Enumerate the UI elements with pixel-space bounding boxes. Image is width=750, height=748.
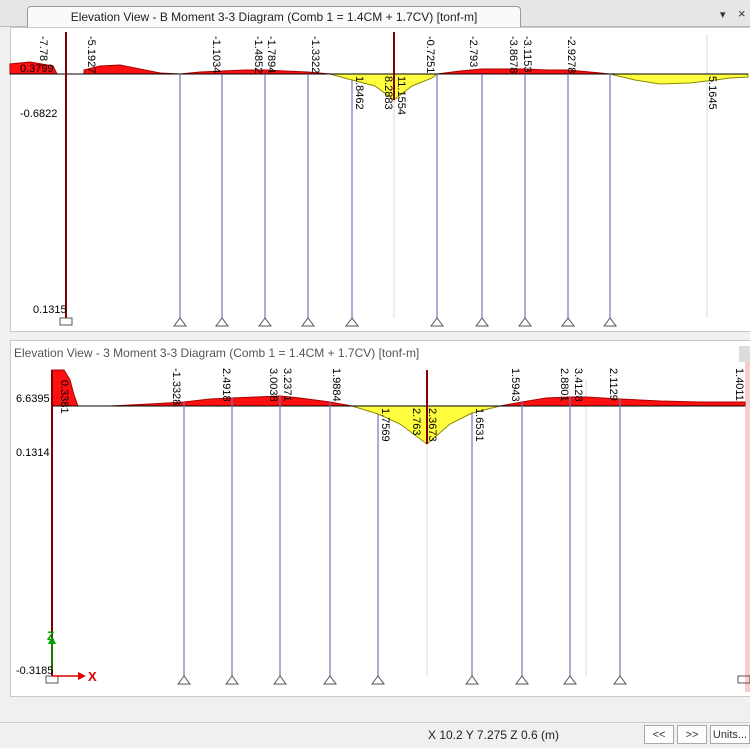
d1-bottom-label: 1.8462 xyxy=(353,76,365,110)
tab-elevation-view-b[interactable]: Elevation View - B Moment 3-3 Diagram (C… xyxy=(27,6,521,27)
cursor-coordinates: X 10.2 Y 7.275 Z 0.6 (m) xyxy=(428,728,559,742)
diagram1-supports xyxy=(59,317,617,327)
d1-fixed-support xyxy=(59,317,73,326)
d2-pin-support-1 xyxy=(177,675,191,685)
d1-side-label: -0.6822 xyxy=(20,108,57,120)
d2-side-label: 0.3381 xyxy=(58,380,70,414)
d1-pos-region-2 xyxy=(609,73,749,85)
d1-top-label: -2.793 xyxy=(467,36,479,67)
d2-bottom-label: 1.6531 xyxy=(473,408,485,442)
d1-bottom-label: 5.1645 xyxy=(706,76,718,110)
next-view-button[interactable]: >> xyxy=(677,725,707,744)
d1-pin-support-6 xyxy=(430,317,444,327)
d2-side-label: 6.6395 xyxy=(16,393,50,405)
status-bar xyxy=(0,722,750,748)
d1-top-label: -1.4852 xyxy=(252,36,264,73)
diagram2-supports xyxy=(45,675,750,685)
diagram2-moment-fill xyxy=(51,369,746,445)
d1-neg-region-2 xyxy=(179,69,331,75)
tab-dropdown-icon[interactable]: ▾ xyxy=(720,9,726,21)
d1-bottom-label: 8.2883 xyxy=(382,76,394,110)
d1-top-label: -7.78 xyxy=(37,36,49,61)
d2-pin-support-6 xyxy=(465,675,479,685)
d2-bottom-label: 2.763 xyxy=(410,408,422,436)
d1-top-label: -0.7251 xyxy=(424,36,436,73)
pane2-title-scroll[interactable] xyxy=(739,346,750,362)
d1-pin-support-2 xyxy=(215,317,229,327)
d1-top-label: -1.7894 xyxy=(265,36,277,73)
tab-close-icon[interactable]: × xyxy=(738,6,746,21)
d2-top-label: -1.3328 xyxy=(170,368,182,405)
d2-top-label: 3.0038 xyxy=(267,368,279,402)
d2-top-label: 3.2371 xyxy=(281,368,293,402)
d2-pin-support-8 xyxy=(563,675,577,685)
d2-top-label: 2.4918 xyxy=(220,368,232,402)
d1-pin-support-9 xyxy=(561,317,575,327)
d1-pin-support-4 xyxy=(301,317,315,327)
d1-top-label: -3.1153 xyxy=(521,36,533,73)
d1-bottom-label: 11.1554 xyxy=(395,76,407,115)
d1-pin-support-7 xyxy=(475,317,489,327)
d2-top-label: 1.4011 xyxy=(733,368,745,401)
d2-side-label: -0.3185 xyxy=(16,665,53,677)
diagram2-labels: 6.6395 0.3381 0.1314 -0.3185 -1.3328 2.4… xyxy=(16,368,745,677)
d2-right-support xyxy=(737,675,750,684)
d1-top-label: -5.1927 xyxy=(85,36,97,73)
d1-pin-support-8 xyxy=(518,317,532,327)
diagram1-moment-fill xyxy=(9,61,749,101)
d2-top-label: 1.9884 xyxy=(330,368,342,402)
d2-fixed-support xyxy=(45,675,59,684)
d1-pin-support-5 xyxy=(345,317,359,327)
axis-x-label: X xyxy=(88,669,97,684)
d1-top-label: -2.9278 xyxy=(565,36,577,73)
d2-pin-support-9 xyxy=(613,675,627,685)
d1-top-label: -3.8678 xyxy=(507,36,519,73)
previous-view-button[interactable]: << xyxy=(644,725,674,744)
diagram2-axes: Z X xyxy=(47,629,97,684)
units-button[interactable]: Units... xyxy=(710,725,750,744)
d2-bottom-label: 2.3673 xyxy=(426,408,438,442)
diagram2-gridlines xyxy=(426,380,587,676)
d2-pin-support-7 xyxy=(515,675,529,685)
diagram1-columns xyxy=(65,32,611,318)
d2-side-label: 0.1314 xyxy=(16,447,50,459)
d2-pin-support-2 xyxy=(225,675,239,685)
d1-pos-region-1 xyxy=(329,73,439,101)
pane2-right-strip xyxy=(745,362,750,692)
d2-top-label: 1.5943 xyxy=(509,368,521,402)
d1-top-label: -1.1034 xyxy=(210,36,222,73)
d2-neg-region-1 xyxy=(78,395,353,407)
d1-side-label: 0.3799 xyxy=(20,63,54,75)
d1-pin-support-10 xyxy=(603,317,617,327)
d2-pin-support-3 xyxy=(273,675,287,685)
d1-side-label: 0.1315 xyxy=(33,304,67,316)
diagram2-columns xyxy=(51,370,621,676)
d2-top-label: 3.4128 xyxy=(572,368,584,402)
d2-pin-support-4 xyxy=(323,675,337,685)
d2-top-label: 2.8801 xyxy=(558,368,570,402)
d2-pin-support-5 xyxy=(371,675,385,685)
moment-diagram-canvas[interactable]: 0.3799 -0.6822 0.1315 -7.78 -5.1927 -1.1… xyxy=(0,0,750,720)
d1-neg-region-1 xyxy=(83,64,181,75)
d2-top-label: 2.1129 xyxy=(607,368,619,401)
d2-neg-region-2 xyxy=(499,396,746,407)
d1-top-label: -1.3322 xyxy=(309,36,321,73)
diagram1-labels: 0.3799 -0.6822 0.1315 -7.78 -5.1927 -1.1… xyxy=(20,36,718,316)
d1-pin-support-3 xyxy=(258,317,272,327)
pane2-title: Elevation View - 3 Moment 3-3 Diagram (C… xyxy=(14,346,420,360)
axis-z-label: Z xyxy=(47,629,54,643)
d1-neg-region-3 xyxy=(436,68,611,75)
d2-bottom-label: 1.7569 xyxy=(379,408,391,442)
d1-pin-support-1 xyxy=(173,317,187,327)
